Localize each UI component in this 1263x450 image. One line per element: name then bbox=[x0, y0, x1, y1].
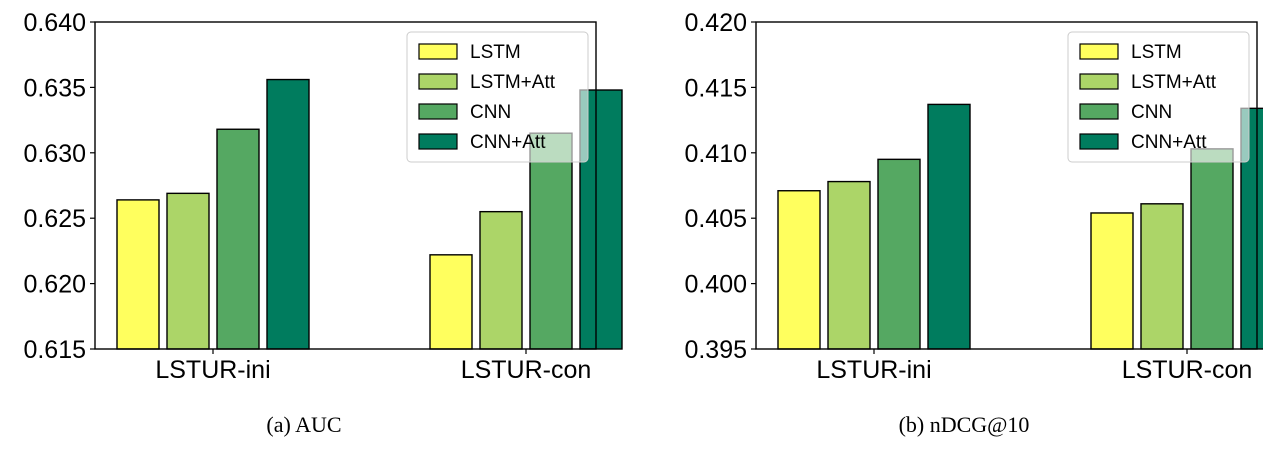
y-tick-label: 0.640 bbox=[23, 9, 86, 37]
legend-box bbox=[406, 31, 589, 163]
x-tick-label: LSTUR-con bbox=[461, 356, 592, 384]
bar-lstm-lstur-con bbox=[429, 254, 473, 350]
legend-label: CNN bbox=[470, 102, 511, 123]
bar-cnn-lstur-con bbox=[1190, 148, 1234, 350]
legend-swatch bbox=[1079, 103, 1119, 120]
y-tick-label: 0.415 bbox=[684, 74, 747, 102]
legend-swatch bbox=[418, 43, 458, 60]
bar-cnn-lstur-ini bbox=[877, 158, 921, 350]
bar-lstm-att-lstur-ini bbox=[166, 192, 210, 350]
chart-auc: LSTUR-ini LSTUR-con LSTM LSTM+Att CNN CNN+Att… bbox=[23, 9, 623, 384]
legend-label: LSTM+Att bbox=[1131, 72, 1217, 93]
y-tick-label: 0.615 bbox=[23, 336, 86, 364]
legend-label: LSTM bbox=[1131, 42, 1182, 63]
bar-lstm-att-lstur-ini bbox=[827, 180, 871, 350]
legend-label: LSTM bbox=[470, 42, 521, 63]
x-tick-label: LSTUR-ini bbox=[816, 356, 931, 384]
y-tick-label: 0.635 bbox=[23, 74, 86, 102]
y-tick-label: 0.400 bbox=[684, 271, 747, 299]
bar-lstm-lstur-con bbox=[1090, 212, 1134, 350]
legend-swatch bbox=[418, 103, 458, 120]
chart-ndcg: LSTUR-ini LSTUR-con LSTM LSTM+Att CNN CNN+Att… bbox=[684, 9, 1263, 384]
bar-lstm-att-lstur-con bbox=[479, 210, 523, 350]
bar-cnn-att-lstur-ini bbox=[266, 78, 310, 350]
legend-box bbox=[1067, 31, 1250, 163]
axes-frame bbox=[94, 21, 597, 350]
bar-lstm-lstur-ini bbox=[116, 199, 160, 350]
caption-auc: (a) AUC bbox=[266, 412, 342, 437]
legend-swatch bbox=[1079, 43, 1119, 60]
legend-label: CNN bbox=[1131, 102, 1172, 123]
bar-lstm-lstur-ini bbox=[777, 190, 821, 350]
legend-swatch bbox=[418, 73, 458, 90]
x-tick-label: LSTUR-con bbox=[1122, 356, 1253, 384]
y-tick-label: 0.420 bbox=[684, 9, 747, 37]
y-tick-label: 0.630 bbox=[23, 140, 86, 168]
caption-ndcg: (b) nDCG@10 bbox=[898, 412, 1030, 437]
y-tick-label: 0.625 bbox=[23, 205, 86, 233]
y-tick-label: 0.405 bbox=[684, 205, 747, 233]
legend-label: CNN+Att bbox=[470, 132, 546, 153]
legend-label: CNN+Att bbox=[1131, 132, 1207, 153]
legend-swatch bbox=[418, 133, 458, 150]
y-tick-label: 0.410 bbox=[684, 140, 747, 168]
y-tick-label: 0.620 bbox=[23, 271, 86, 299]
legend-swatch bbox=[1079, 73, 1119, 90]
y-tick-label: 0.395 bbox=[684, 336, 747, 364]
axes-frame bbox=[755, 21, 1258, 350]
bar-lstm-att-lstur-con bbox=[1140, 203, 1184, 350]
bar-cnn-lstur-ini bbox=[216, 128, 260, 350]
legend-label: LSTM+Att bbox=[470, 72, 556, 93]
bar-cnn-att-lstur-ini bbox=[927, 103, 971, 350]
legend-swatch bbox=[1079, 133, 1119, 150]
x-tick-label: LSTUR-ini bbox=[155, 356, 270, 384]
bar-cnn-lstur-con bbox=[529, 132, 573, 350]
